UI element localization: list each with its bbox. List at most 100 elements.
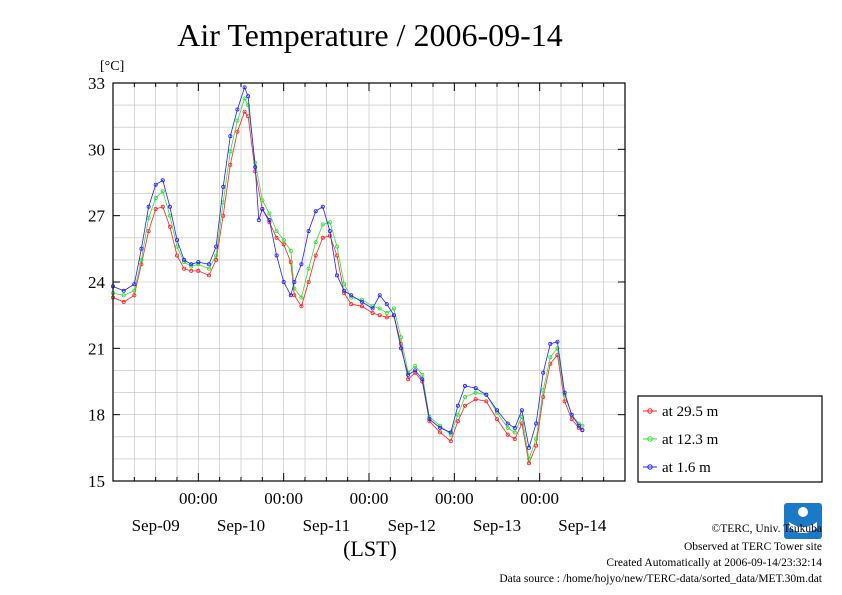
series-point bbox=[413, 363, 418, 368]
series-point bbox=[377, 293, 382, 298]
series-point bbox=[473, 386, 478, 391]
series-point bbox=[327, 233, 332, 238]
series-point bbox=[512, 436, 517, 441]
series-point bbox=[281, 242, 286, 247]
series-point bbox=[448, 432, 453, 437]
series-point bbox=[221, 184, 226, 189]
y-axis-unit-label: [°C] bbox=[100, 59, 124, 74]
series-point bbox=[189, 262, 194, 267]
series-point bbox=[267, 218, 272, 223]
series-point bbox=[455, 419, 460, 424]
series-point bbox=[167, 204, 172, 209]
series-point bbox=[569, 412, 574, 417]
series-point bbox=[288, 260, 293, 265]
series-point bbox=[235, 118, 240, 123]
y-tick-label: 18 bbox=[88, 406, 105, 425]
series-point bbox=[494, 408, 499, 413]
x-tick-label: 00:00 bbox=[264, 489, 303, 508]
series-point bbox=[288, 293, 293, 298]
series-point bbox=[242, 85, 247, 90]
series-point bbox=[228, 149, 233, 154]
series-point bbox=[562, 399, 567, 404]
source-text: Data source : /home/hojyo/new/TERC-data/… bbox=[499, 573, 822, 585]
series-point bbox=[384, 315, 389, 320]
series-point bbox=[377, 306, 382, 311]
series-point bbox=[274, 253, 279, 258]
series-point bbox=[160, 204, 165, 209]
x-date-label: Sep-11 bbox=[303, 516, 351, 535]
series-point bbox=[139, 262, 144, 267]
grid-lines bbox=[112, 82, 626, 482]
series-point bbox=[462, 403, 467, 408]
series-point bbox=[334, 244, 339, 249]
series-point bbox=[121, 288, 126, 293]
x-date-label: Sep-13 bbox=[473, 516, 521, 535]
series-point bbox=[206, 273, 211, 278]
series-point bbox=[494, 417, 499, 422]
series-point bbox=[398, 346, 403, 351]
series-point bbox=[519, 421, 524, 426]
series-point bbox=[246, 94, 251, 99]
series-point bbox=[267, 211, 272, 216]
series-point bbox=[206, 262, 211, 267]
series-point bbox=[281, 279, 286, 284]
series-point bbox=[448, 430, 453, 435]
legend: at 29.5 m at 12.3 m at 1.6 m bbox=[637, 395, 823, 483]
terc-logo bbox=[784, 503, 822, 539]
series-line bbox=[112, 97, 583, 461]
x-date-label: Sep-12 bbox=[388, 516, 436, 535]
series-point bbox=[182, 260, 187, 265]
series-point bbox=[121, 299, 126, 304]
series-point bbox=[569, 417, 574, 422]
series-point bbox=[349, 295, 354, 300]
series-point bbox=[299, 262, 304, 267]
series-point bbox=[182, 257, 187, 262]
series-point bbox=[160, 189, 165, 194]
series-point bbox=[527, 456, 532, 461]
series-point bbox=[327, 229, 332, 234]
series-point bbox=[327, 220, 332, 225]
series-point bbox=[196, 262, 201, 267]
series-point bbox=[438, 425, 443, 430]
x-tick-label: 00:00 bbox=[179, 489, 218, 508]
series-point bbox=[541, 394, 546, 399]
series-point bbox=[391, 313, 396, 318]
series-point bbox=[548, 355, 553, 360]
x-axis-label: (LST) bbox=[343, 536, 397, 561]
legend-swatch-marker bbox=[647, 436, 653, 442]
x-tick-label: 00:00 bbox=[350, 489, 389, 508]
series-point bbox=[420, 377, 425, 382]
series-point bbox=[512, 425, 517, 430]
series-point bbox=[377, 313, 382, 318]
series-point bbox=[580, 428, 585, 433]
series-point bbox=[462, 383, 467, 388]
series-point bbox=[473, 397, 478, 402]
logo-drop bbox=[798, 507, 808, 517]
series-point bbox=[299, 295, 304, 300]
series-point bbox=[214, 257, 219, 262]
series-point bbox=[320, 235, 325, 240]
series-point bbox=[274, 229, 279, 234]
series-point bbox=[306, 279, 311, 284]
series-point bbox=[438, 430, 443, 435]
series-point bbox=[196, 260, 201, 265]
series-point bbox=[153, 195, 158, 200]
series-point bbox=[132, 288, 137, 293]
y-tick-label: 27 bbox=[88, 207, 106, 226]
series-point bbox=[153, 182, 158, 187]
series-point bbox=[548, 341, 553, 346]
series-line bbox=[112, 110, 583, 465]
series-0 bbox=[111, 109, 585, 466]
series-point bbox=[519, 408, 524, 413]
series-point bbox=[235, 107, 240, 112]
series-point bbox=[299, 304, 304, 309]
series-point bbox=[313, 209, 318, 214]
series-point bbox=[274, 235, 279, 240]
series-point bbox=[505, 421, 510, 426]
series-2 bbox=[111, 85, 585, 450]
series-point bbox=[342, 291, 347, 296]
series-point bbox=[384, 310, 389, 315]
y-tick-label: 30 bbox=[88, 140, 105, 159]
series-point bbox=[153, 206, 158, 211]
series-point bbox=[527, 445, 532, 450]
